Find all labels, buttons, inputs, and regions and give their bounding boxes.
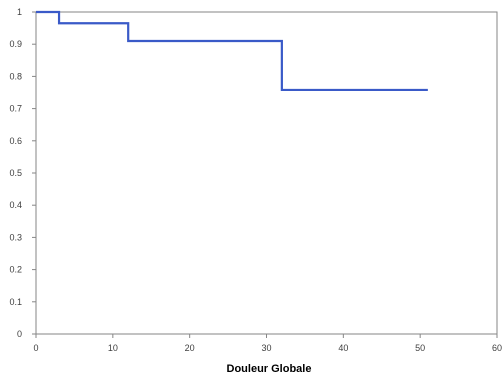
y-tick-label: 0.6	[9, 136, 22, 146]
y-tick-label: 0.8	[9, 71, 22, 81]
x-tick-label: 50	[415, 343, 425, 353]
x-tick-label: 10	[108, 343, 118, 353]
y-tick-label: 0	[17, 329, 22, 339]
y-tick-label: 0.9	[9, 39, 22, 49]
x-tick-label: 30	[261, 343, 271, 353]
y-tick-label: 0.5	[9, 168, 22, 178]
plot-area-border	[35, 11, 498, 335]
x-axis-title: Douleur Globale	[227, 363, 312, 375]
y-tick-label: 0.1	[9, 297, 22, 307]
survival-step-line	[36, 10, 428, 92]
x-tick-label: 60	[492, 343, 502, 353]
y-tick-label: 0.3	[9, 232, 22, 242]
y-tick-label: 0.2	[9, 265, 22, 275]
x-tick-label: 20	[185, 343, 195, 353]
x-tick-label: 0	[33, 343, 38, 353]
y-tick-label: 0.7	[9, 104, 22, 114]
y-tick-label: 0.4	[9, 200, 22, 210]
y-tick-label: 1	[17, 7, 22, 17]
x-tick-label: 40	[338, 343, 348, 353]
